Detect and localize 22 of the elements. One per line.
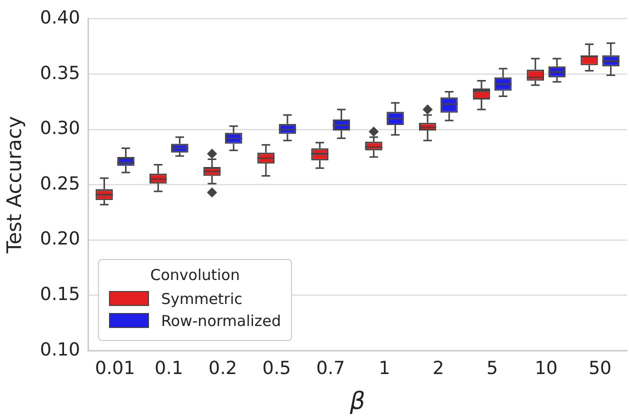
- x-tick-label: 50: [588, 358, 612, 380]
- x-tick-label: 0.5: [262, 358, 292, 380]
- y-tick-label: 0.10: [40, 339, 80, 360]
- y-tick-label: 0.20: [40, 228, 80, 250]
- legend-label: Symmetric: [161, 290, 242, 308]
- x-tick-label: 2: [432, 358, 444, 380]
- x-tick-label: 0.2: [208, 358, 238, 380]
- y-tick-label: 0.30: [40, 118, 80, 140]
- y-tick-label: 0.40: [40, 7, 80, 28]
- y-axis-title: Test Accuracy: [2, 116, 26, 254]
- y-tick-label: 0.35: [40, 62, 80, 84]
- x-axis-title: β: [348, 386, 366, 415]
- legend-label: Row-normalized: [161, 312, 282, 330]
- y-tick-label: 0.15: [40, 284, 80, 305]
- x-tick-label: 0.01: [94, 358, 136, 380]
- legend-title: Convolution: [149, 266, 241, 284]
- y-tick-label: 0.25: [40, 173, 80, 194]
- x-tick-label: 10: [534, 358, 558, 380]
- x-tick-label: 1: [378, 358, 390, 380]
- x-tick-label: 0.7: [316, 358, 345, 380]
- x-tick-label: 0.1: [154, 358, 184, 380]
- x-tick-label: 5: [486, 358, 498, 380]
